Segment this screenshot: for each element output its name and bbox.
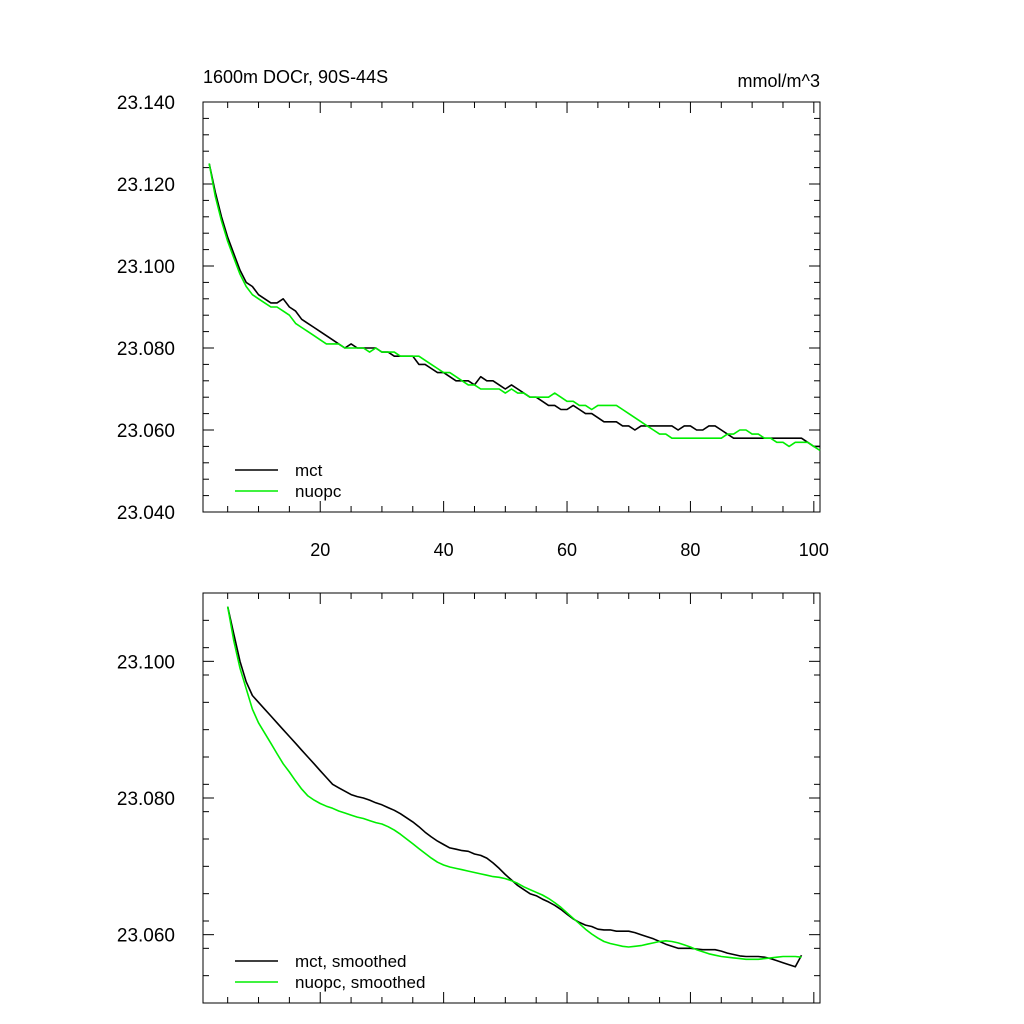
top-y-tick-label: 23.060 [117, 421, 175, 442]
top-x-tick-label: 100 [799, 540, 829, 560]
legend-nuopc-label: nuopc [295, 482, 342, 501]
top-y-tick-label: 23.040 [117, 503, 175, 524]
top-axes: 20 40 60 80 100 23.040 23.060 23.080 23.100 23.12… [117, 93, 829, 560]
legend-nuopc-smoothed-label: nuopc, smoothed [295, 973, 425, 992]
top-legend: mct nuopc [235, 461, 342, 501]
bottom-axes: 23.060 23.080 23.100 [117, 592, 821, 1004]
top-panel-title: 1600m DOCr, 90S-44S [203, 67, 388, 87]
top-x-tick-label: 60 [557, 540, 577, 560]
top-y-tick-label: 23.080 [117, 339, 175, 360]
bottom-y-tick-label: 23.100 [117, 652, 175, 673]
top-series-group [208, 163, 821, 452]
top-x-tick-label: 40 [434, 540, 454, 560]
legend-mct-smoothed-label: mct, smoothed [295, 952, 407, 971]
top-panel-units: mmol/m^3 [738, 71, 820, 91]
bottom-series-group [226, 606, 803, 968]
bottom-y-tick-label: 23.080 [117, 789, 175, 810]
top-y-tick-label: 23.100 [117, 257, 175, 278]
top-series-line-nuopc [208, 163, 821, 452]
bottom-panel: 23.060 23.080 23.100 mct, smoothed nuopc, … [117, 592, 821, 1004]
legend-mct-label: mct [295, 461, 323, 480]
top-plot-frame [202, 101, 821, 513]
top-panel: 1600m DOCr, 90S-44S mmol/m^3 20 40 60 80 100… [117, 67, 829, 560]
top-series-line-mct [208, 163, 820, 448]
bottom-series-line-mct [226, 606, 803, 968]
bottom-series-line-nuopc [226, 606, 802, 961]
top-y-tick-label: 23.140 [117, 93, 175, 114]
bottom-legend: mct, smoothed nuopc, smoothed [235, 952, 425, 992]
top-y-tick-label: 23.120 [117, 175, 175, 196]
top-x-tick-label: 20 [310, 540, 330, 560]
bottom-plot-frame [202, 592, 821, 1004]
top-x-tick-label: 80 [680, 540, 700, 560]
bottom-y-tick-label: 23.060 [117, 926, 175, 947]
